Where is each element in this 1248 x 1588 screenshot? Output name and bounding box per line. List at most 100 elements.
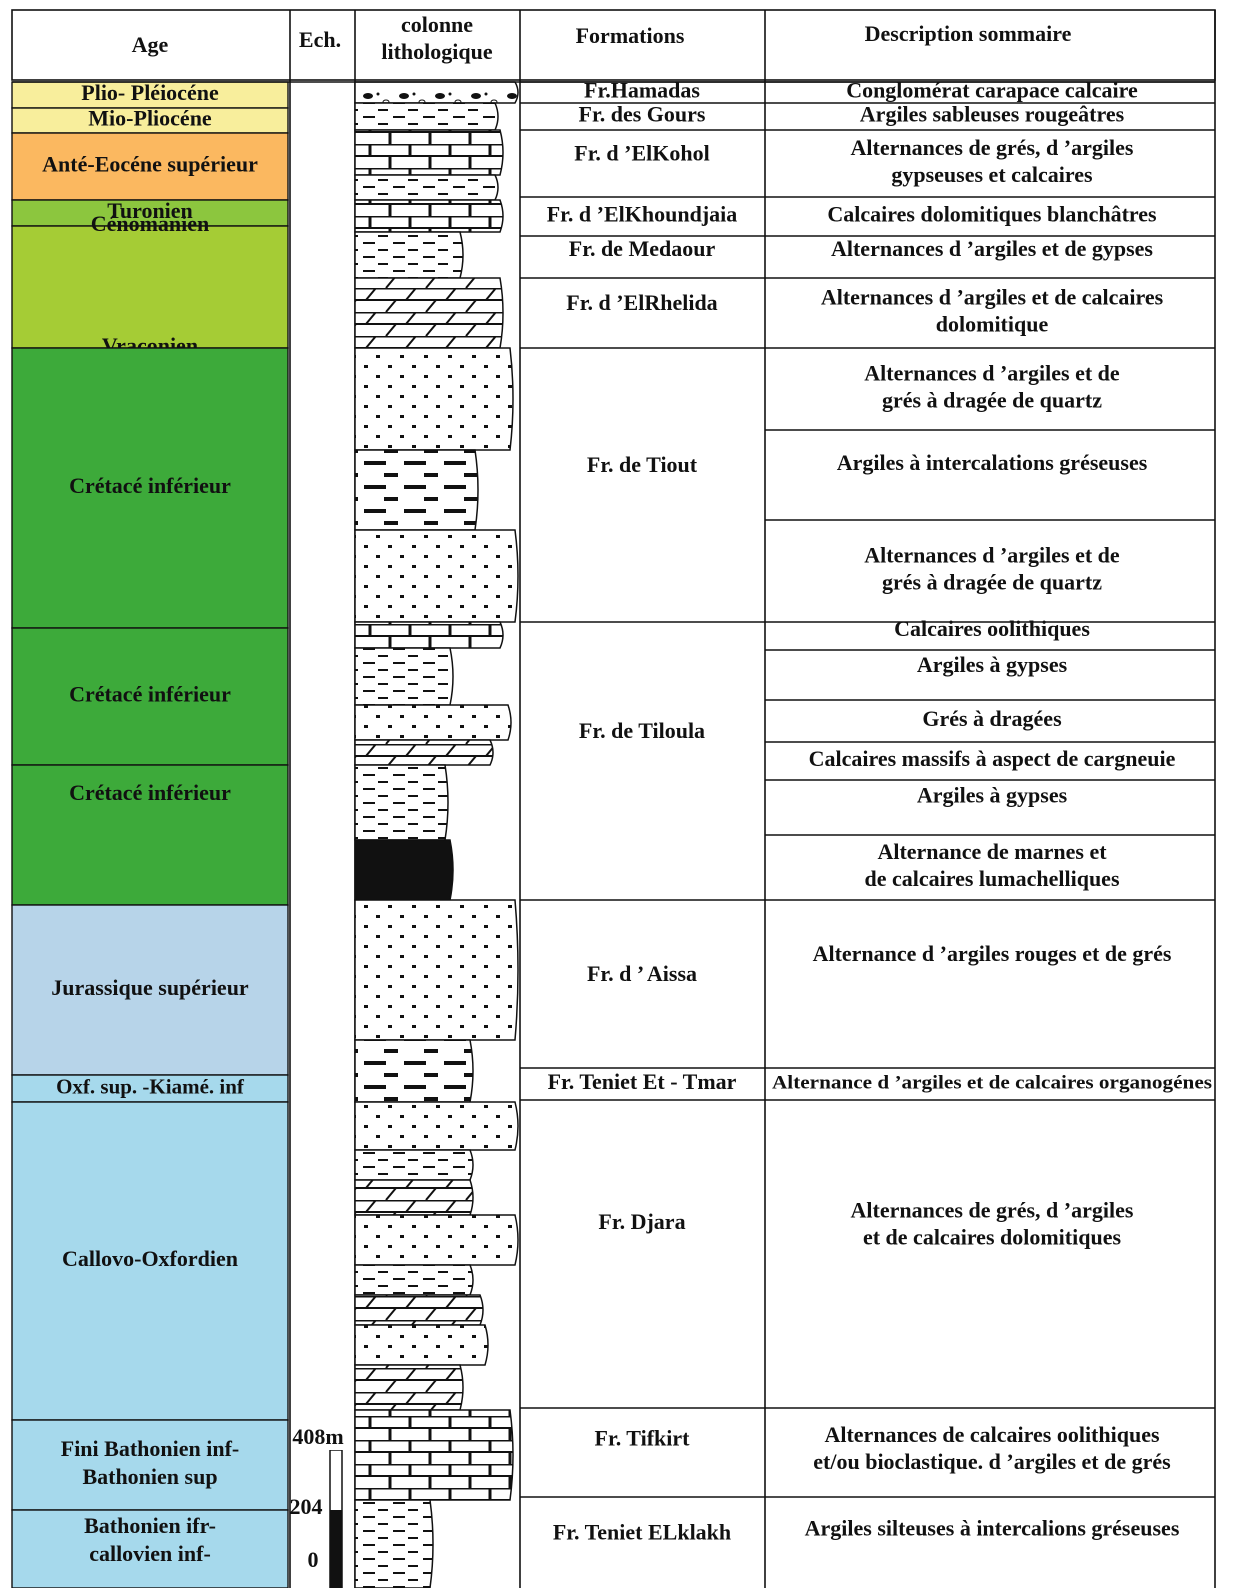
age-label: Bathonien sup (82, 1464, 217, 1489)
description-label: gypseuses et calcaires (891, 162, 1093, 187)
formation-label: Fr. d ’ElKhoundjaia (547, 202, 738, 227)
lithology-bed (354, 129, 504, 176)
age-cell (11, 904, 289, 1076)
description-label: Calcaires oolithiques (894, 616, 1090, 641)
lithology-bed (354, 899, 519, 1041)
lithology-bed (354, 529, 519, 623)
age-label: Mio-Pliocéne (88, 106, 212, 131)
scale-label: 408m (292, 1424, 343, 1449)
description-label: Alternance de marnes et (877, 839, 1107, 864)
formation-label: Fr. Teniet ELklakh (553, 1520, 731, 1545)
formation-label: Fr. d ’ElKohol (574, 141, 710, 166)
age-label: Crétacé inférieur (69, 682, 231, 707)
description-label: Alternances d ’argiles et de (864, 543, 1120, 568)
description-label: Argiles à gypses (917, 783, 1068, 808)
lithology-bed (354, 839, 454, 901)
age-label: Fini Bathonien inf- (61, 1436, 239, 1461)
scale-label: 204 (290, 1494, 323, 1519)
lithology-bed (354, 1264, 474, 1296)
lithology-bed (354, 1294, 484, 1326)
lithology-bed (354, 1364, 464, 1411)
formation-label: Fr. des Gours (579, 102, 706, 127)
age-label: Cénomanien (91, 211, 210, 236)
lithology-bed (354, 81, 519, 104)
description-label: Alternances d ’argiles et de gypses (831, 236, 1153, 261)
description-label: Argiles à gypses (917, 652, 1068, 677)
lithology-bed (354, 1214, 519, 1266)
description-label: Alternances d ’argiles et de (864, 361, 1120, 386)
lithology-bed (354, 174, 499, 201)
lithology-bed (354, 199, 504, 233)
scale-bar-fill (330, 1510, 342, 1588)
lithology-bed (354, 347, 514, 451)
age-label: Turonien (107, 198, 193, 223)
description-label: Grés à dragées (922, 706, 1062, 731)
age-cell (11, 225, 289, 349)
formation-label: Fr. d ’ElRhelida (566, 290, 717, 315)
description-label: Alternance d ’argiles rouges et de grés (813, 941, 1172, 966)
description-label: Alternances de grés, d ’argiles (851, 135, 1134, 160)
lithology-bed (354, 1039, 474, 1103)
lithology-bed (354, 1499, 434, 1588)
description-label: Argiles silteuses à intercalions gréseus… (805, 1516, 1180, 1541)
formation-label: Fr. d ’ Aissa (587, 961, 697, 986)
age-label: Callovo-Oxfordien (62, 1246, 238, 1271)
description-label: grés à dragée de quartz (882, 570, 1102, 595)
age-cell (11, 81, 289, 109)
age-label: Plio- Pléiocéne (81, 80, 219, 105)
formation-label: Fr. de Medaour (569, 236, 716, 261)
header-colonne: colonne (401, 12, 473, 37)
age-cell (11, 1509, 289, 1588)
lithology-bed (354, 1149, 474, 1181)
lithology-bed (354, 1101, 519, 1151)
age-cell (11, 1419, 289, 1511)
age-cell (11, 347, 289, 629)
description-label: dolomitique (936, 312, 1049, 337)
description-label: Alternances de calcaires oolithiques (824, 1422, 1159, 1447)
age-cell (11, 764, 289, 906)
age-label: Jurassique supérieur (51, 975, 249, 1000)
description-label: et/ou bioclastique. d ’argiles et de gré… (813, 1449, 1171, 1474)
description-label: et de calcaires dolomitiques (863, 1225, 1121, 1250)
header-description: Description sommaire (865, 21, 1072, 46)
header-ech: Ech. (299, 27, 341, 52)
description-label: Alternances de grés, d ’argiles (851, 1198, 1134, 1223)
age-label: Crétacé inférieur (69, 780, 231, 805)
lithology-bed (354, 102, 499, 131)
formation-label: Fr. de Tiloula (579, 718, 705, 743)
header-formations: Formations (576, 23, 685, 48)
age-cell (11, 627, 289, 766)
lithology-bed (354, 1409, 514, 1501)
description-label: de calcaires lumachelliques (864, 866, 1119, 891)
age-label: callovien inf- (89, 1541, 211, 1566)
age-label: Anté-Eocéne supérieur (42, 152, 258, 177)
age-label: Bathonien ifr- (84, 1513, 216, 1538)
lithology-bed (354, 277, 504, 349)
description-label: Alternances d ’argiles et de calcaires (821, 285, 1164, 310)
lithology-bed (354, 704, 512, 741)
lithology-bed (354, 739, 494, 766)
age-label: Crétacé inférieur (69, 473, 231, 498)
header-age: Age (132, 32, 169, 57)
description-label: Argiles à intercalations gréseuses (837, 450, 1148, 475)
age-cell (11, 132, 289, 201)
age-cell (11, 199, 289, 227)
description-label: Calcaires massifs à aspect de cargneuie (809, 746, 1176, 771)
description-label: Alternance d ’argiles et de calcaires or… (772, 1072, 1212, 1093)
formation-label: Fr. Djara (598, 1209, 685, 1234)
age-cell (11, 107, 289, 134)
description-label: Argiles sableuses rougeâtres (860, 102, 1125, 127)
age-label: Oxf. sup. -Kiamé. inf (56, 1074, 245, 1098)
formation-label: Fr. de Tiout (587, 452, 698, 477)
description-label: grés à dragée de quartz (882, 388, 1102, 413)
lithology-bed (354, 231, 464, 279)
lithology-bed (354, 764, 449, 841)
lithology-bed (354, 647, 454, 706)
lithology-bed (354, 1324, 489, 1366)
header-colonne: lithologique (381, 39, 492, 64)
description-label: Calcaires dolomitiques blanchâtres (827, 202, 1157, 227)
age-cell (11, 1101, 289, 1421)
lithology-bed (354, 621, 504, 649)
lithology-bed (354, 449, 479, 531)
